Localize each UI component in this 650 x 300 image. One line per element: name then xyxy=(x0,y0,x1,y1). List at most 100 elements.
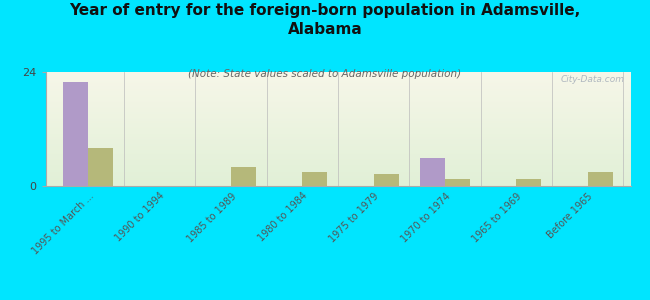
Bar xyxy=(46,182,630,183)
Bar xyxy=(46,96,630,97)
Bar xyxy=(46,142,630,143)
Bar xyxy=(46,94,630,95)
Bar xyxy=(46,149,630,151)
Bar xyxy=(46,115,630,116)
Bar xyxy=(46,126,630,127)
Bar xyxy=(516,179,541,186)
Bar xyxy=(46,74,630,75)
Bar xyxy=(46,76,630,78)
Bar xyxy=(46,134,630,135)
Bar xyxy=(46,178,630,179)
Bar xyxy=(46,169,630,170)
Bar xyxy=(46,100,630,102)
Bar xyxy=(46,75,630,76)
Bar xyxy=(46,137,630,138)
Bar xyxy=(46,102,630,103)
Bar xyxy=(46,79,630,80)
Bar xyxy=(46,161,630,162)
Bar xyxy=(46,175,630,176)
Bar xyxy=(46,113,630,114)
Bar xyxy=(46,162,630,163)
Bar xyxy=(46,153,630,154)
Bar xyxy=(46,139,630,140)
Text: (Note: State values scaled to Adamsville population): (Note: State values scaled to Adamsville… xyxy=(188,69,462,79)
Bar xyxy=(46,78,630,79)
Bar xyxy=(46,104,630,105)
Bar xyxy=(46,156,630,158)
Bar xyxy=(445,179,470,186)
Bar xyxy=(46,128,630,129)
Bar xyxy=(46,97,630,98)
Bar xyxy=(46,90,630,92)
Bar xyxy=(46,168,630,169)
Bar xyxy=(46,88,630,89)
Bar xyxy=(46,171,630,172)
Bar xyxy=(46,170,630,171)
Bar xyxy=(46,147,630,148)
Bar xyxy=(46,160,630,161)
Bar xyxy=(46,179,630,180)
Bar xyxy=(46,177,630,178)
Bar xyxy=(88,148,113,186)
Bar xyxy=(374,174,398,186)
Bar xyxy=(46,143,630,144)
Bar xyxy=(46,140,630,142)
Bar xyxy=(46,92,630,94)
Bar xyxy=(46,132,630,134)
Bar xyxy=(46,86,630,87)
Bar xyxy=(46,119,630,120)
Bar xyxy=(46,131,630,132)
Bar xyxy=(46,72,630,73)
Bar xyxy=(46,106,630,107)
Bar xyxy=(46,112,630,113)
Bar xyxy=(46,185,630,186)
Bar xyxy=(420,158,445,186)
Bar xyxy=(46,159,630,160)
Bar xyxy=(46,145,630,146)
Bar xyxy=(46,184,630,185)
Bar xyxy=(46,124,630,126)
Bar xyxy=(46,82,630,83)
Bar xyxy=(46,127,630,128)
Bar xyxy=(46,148,630,149)
Text: Year of entry for the foreign-born population in Adamsville,
Alabama: Year of entry for the foreign-born popul… xyxy=(70,3,580,37)
Bar xyxy=(46,95,630,96)
Bar xyxy=(46,73,630,74)
Bar xyxy=(588,172,613,186)
Bar xyxy=(46,180,630,181)
Bar xyxy=(46,154,630,155)
Bar xyxy=(46,123,630,124)
Bar xyxy=(46,80,630,81)
Bar xyxy=(46,116,630,118)
Bar xyxy=(46,176,630,177)
Bar xyxy=(46,135,630,136)
Bar xyxy=(46,146,630,147)
Bar xyxy=(46,87,630,88)
Bar xyxy=(46,166,630,167)
Bar xyxy=(231,167,256,186)
Bar xyxy=(46,138,630,139)
Bar xyxy=(46,155,630,156)
Bar xyxy=(46,121,630,122)
Bar xyxy=(63,82,88,186)
Bar xyxy=(46,144,630,145)
Bar xyxy=(46,163,630,164)
Bar xyxy=(46,136,630,137)
Bar xyxy=(46,129,630,130)
Bar xyxy=(46,109,630,110)
Bar xyxy=(46,122,630,123)
Bar xyxy=(46,85,630,86)
Bar xyxy=(46,107,630,109)
Bar xyxy=(46,98,630,99)
Bar xyxy=(46,118,630,119)
Bar xyxy=(46,99,630,101)
Bar xyxy=(46,173,630,175)
Bar xyxy=(46,111,630,112)
Bar xyxy=(46,83,630,85)
Bar xyxy=(46,110,630,111)
Bar xyxy=(46,183,630,184)
Bar xyxy=(46,151,630,152)
Bar xyxy=(46,120,630,121)
Bar xyxy=(46,172,630,173)
Bar xyxy=(46,114,630,115)
